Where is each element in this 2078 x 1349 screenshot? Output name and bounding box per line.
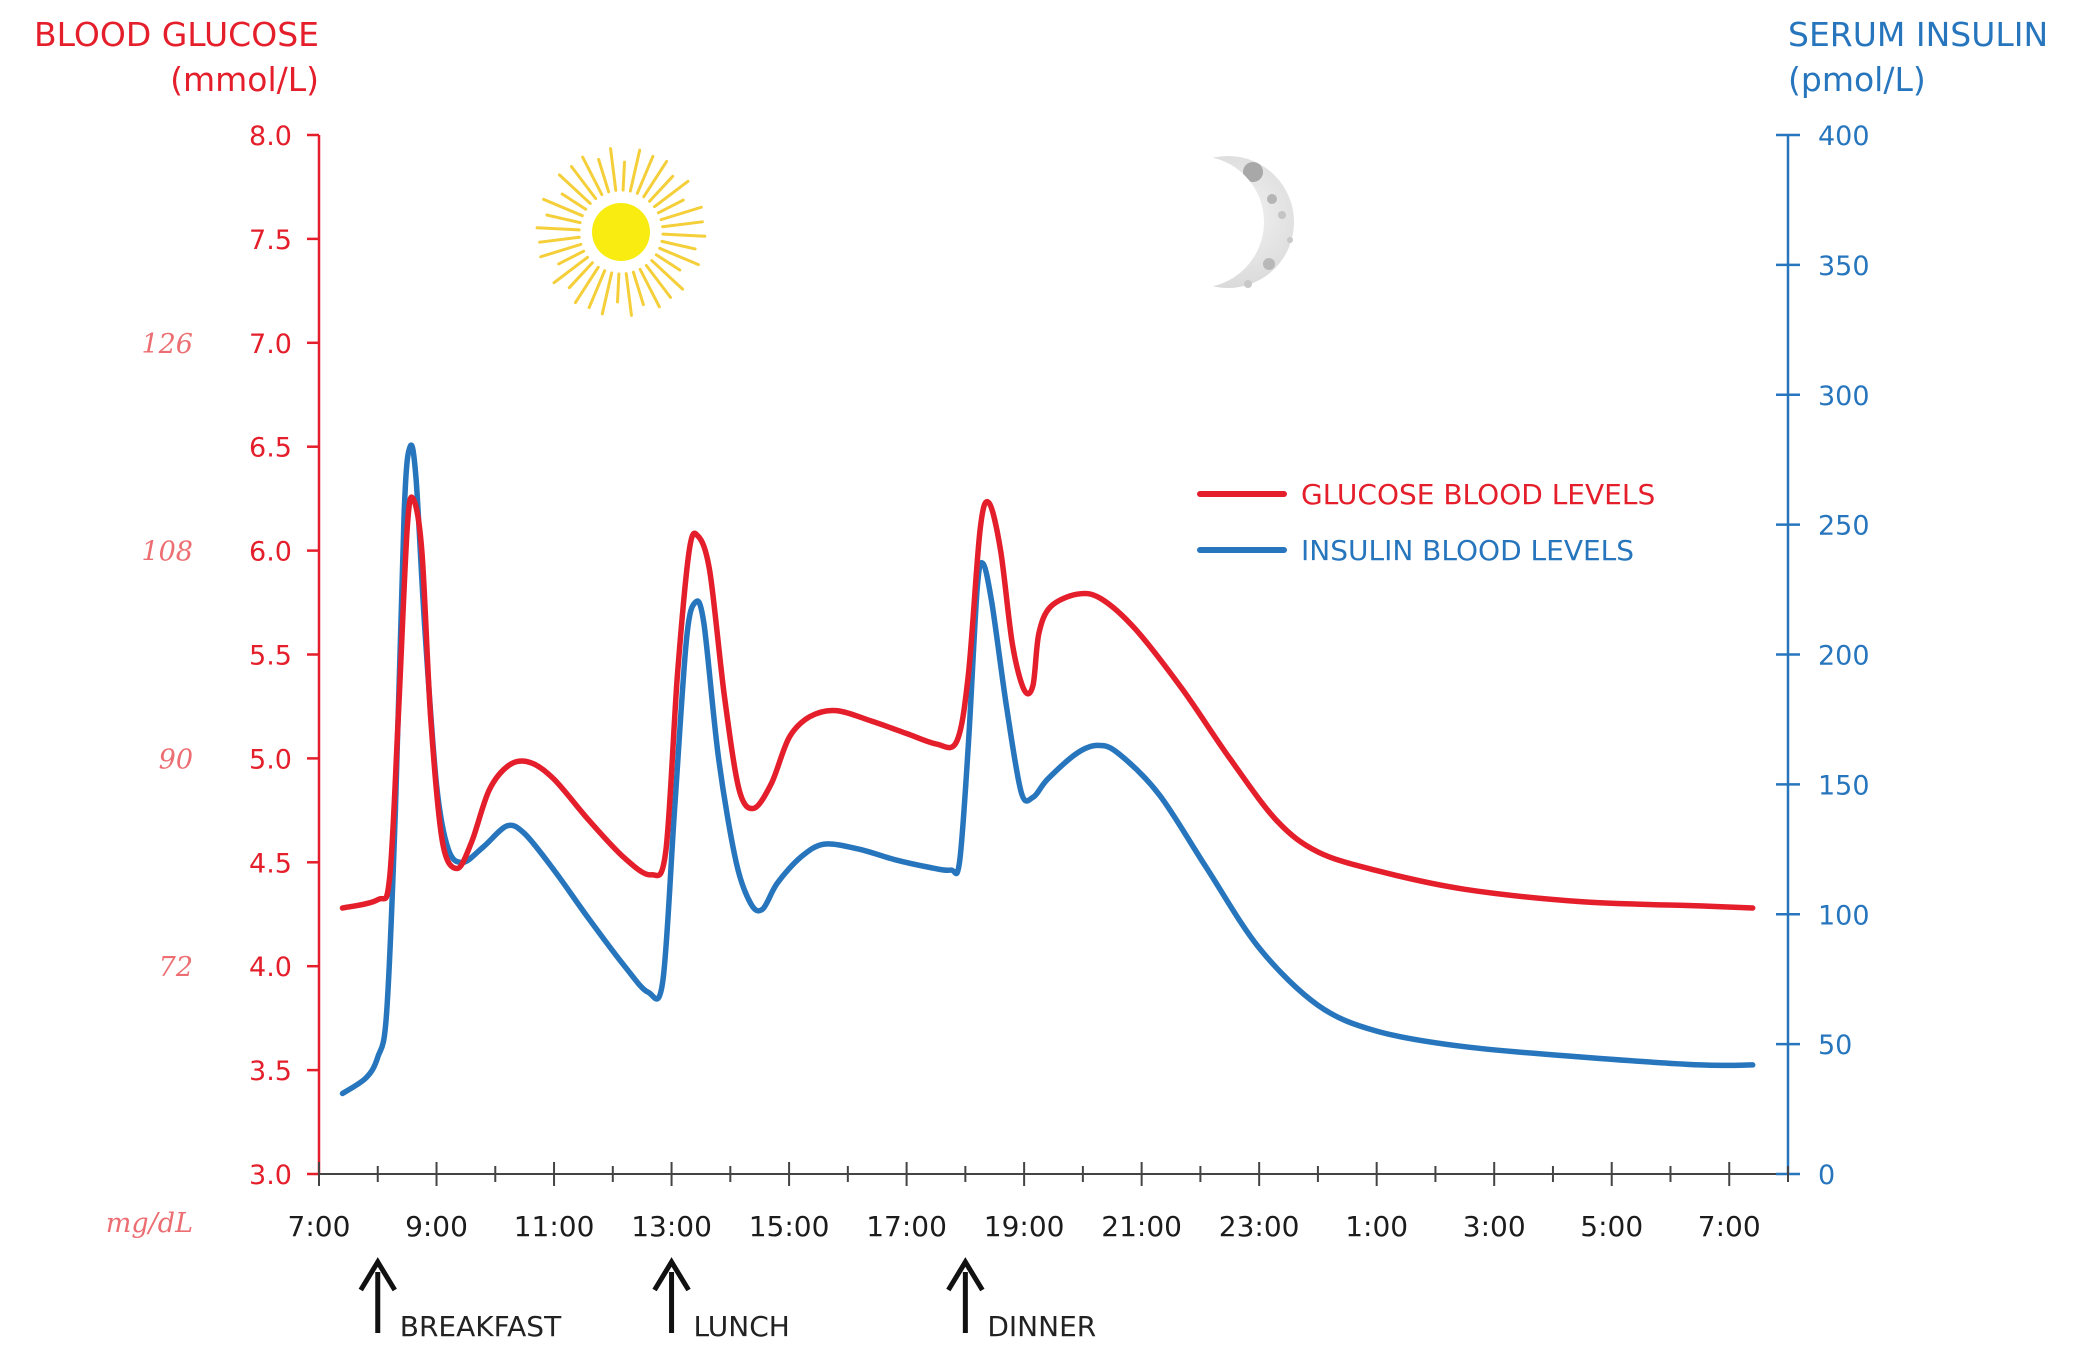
x-axis-tick-label: 19:00: [984, 1210, 1065, 1243]
sun-ray: [660, 239, 697, 251]
mgdl-label: 126: [141, 329, 193, 360]
sun-ray: [624, 272, 633, 317]
sun-ray: [600, 271, 614, 316]
right-axis-tick-label: 350: [1818, 251, 1870, 282]
x-axis-tick-label: 15:00: [749, 1210, 830, 1243]
moon-icon: [1162, 156, 1294, 288]
sun-ray: [652, 179, 690, 209]
left-axis-tick-label: 3.0: [249, 1160, 292, 1191]
sun-ray: [552, 255, 590, 285]
sun-ray: [557, 249, 586, 266]
x-axis-tick-label: 7:00: [1698, 1210, 1761, 1243]
mgdl-label: 108: [141, 537, 193, 568]
x-axis-tick-label: 21:00: [1101, 1210, 1182, 1243]
sun-ray: [631, 270, 645, 307]
sun-ray: [628, 148, 642, 193]
right-axis-tick-label: 200: [1818, 641, 1870, 672]
left-axis-tick-label: 4.0: [249, 952, 292, 983]
x-axis-tick-label: 17:00: [866, 1210, 947, 1243]
left-axis-title-line2: (mmol/L): [170, 60, 319, 99]
series-layer: [339, 442, 1756, 1097]
meal-label: DINNER: [987, 1310, 1096, 1343]
right-axis-tick-label: 100: [1818, 900, 1870, 931]
x-axis-tick-label: 5:00: [1580, 1210, 1643, 1243]
sun-ray: [573, 265, 600, 305]
legend-label: INSULIN BLOOD LEVELS: [1301, 534, 1634, 567]
x-axis-tick-label: 7:00: [288, 1210, 351, 1243]
left-axis-tick-label: 6.0: [249, 537, 292, 568]
left-axis-tick-label: 3.5: [249, 1056, 292, 1087]
right-axis-tick-label: 400: [1818, 121, 1870, 152]
right-axis-title-line1: SERUM INSULIN: [1788, 15, 2048, 54]
sun-ray: [538, 235, 581, 244]
x-axis-tick-label: 9:00: [405, 1210, 468, 1243]
meal-markers: BREAKFAST LUNCH DINNER: [358, 1257, 1096, 1343]
sun-ray: [567, 261, 594, 290]
x-axis-tick-label: 23:00: [1219, 1210, 1300, 1243]
left-axis-tick-label: 6.5: [249, 433, 292, 464]
right-axis-tick-label: 0: [1818, 1160, 1835, 1191]
sun-ray: [658, 246, 700, 267]
sun-ray: [656, 198, 685, 215]
sun-ray: [661, 232, 707, 238]
left-axis-tick-label: 8.0: [249, 121, 292, 152]
x-axis-tick-label: 1:00: [1345, 1210, 1408, 1243]
sun-ray: [535, 226, 581, 232]
glucose-series-line: [339, 494, 1756, 911]
sun-ray: [587, 269, 607, 310]
sun-icon: [535, 147, 707, 317]
axes: 8.0 7.5 7.0 6.5 6.0 5.5 5.0 4.5 4.0 3.5 3.0 400 350 3…: [106, 121, 1870, 1243]
sun-ray: [621, 160, 626, 192]
sun-ray: [581, 155, 604, 197]
left-axis-title-line1: BLOOD GLUCOSE: [34, 15, 319, 54]
sun-ray: [560, 192, 588, 211]
sun-ray: [569, 165, 598, 201]
mgdl-label: 90: [159, 744, 193, 775]
x-axis-tick-label: 11:00: [514, 1210, 595, 1243]
sun-ray: [644, 263, 673, 299]
left-axis-tick-label: 5.5: [249, 641, 292, 672]
legend: GLUCOSE BLOOD LEVELS INSULIN BLOOD LEVELS: [1197, 478, 1655, 567]
x-axis-tick-label: 13:00: [631, 1210, 712, 1243]
sun-ray: [609, 147, 618, 192]
right-axis-tick-label: 150: [1818, 770, 1870, 801]
right-axis-tick-label: 250: [1818, 511, 1870, 542]
up-arrow-icon: [358, 1257, 397, 1292]
sun-ray: [654, 253, 682, 272]
right-axis-tick-label: 300: [1818, 381, 1870, 412]
sun-ray: [616, 272, 621, 304]
left-axis-tick-label: 5.0: [249, 744, 292, 775]
sun-ray: [638, 267, 661, 309]
x-axis-tick-label: 3:00: [1463, 1210, 1526, 1243]
left-axis-tick-label: 7.5: [249, 225, 292, 256]
sun-disc: [592, 203, 650, 261]
sun-ray: [659, 205, 703, 222]
left-axis-tick-label: 7.0: [249, 329, 292, 360]
sun-ray: [648, 174, 675, 203]
mgdl-label: 72: [159, 952, 193, 983]
up-arrow-icon: [652, 1257, 691, 1292]
sun-ray: [597, 157, 611, 194]
up-arrow-icon: [946, 1257, 985, 1292]
mgdl-unit-label: mg/dL: [106, 1208, 193, 1239]
meal-label: BREAKFAST: [400, 1310, 562, 1343]
right-axis-title-line2: (pmol/L): [1788, 60, 1926, 99]
meal-label: LUNCH: [694, 1310, 790, 1343]
right-axis-tick-label: 50: [1818, 1030, 1852, 1061]
legend-label: GLUCOSE BLOOD LEVELS: [1301, 478, 1655, 511]
sun-ray: [542, 197, 584, 218]
sun-ray: [539, 242, 583, 259]
sun-ray: [635, 154, 655, 195]
sun-ray: [545, 213, 582, 225]
sun-ray: [650, 259, 685, 291]
sun-ray: [557, 173, 592, 205]
left-axis-tick-label: 4.5: [249, 848, 292, 879]
sun-ray: [642, 159, 669, 199]
sun-ray: [661, 220, 704, 229]
